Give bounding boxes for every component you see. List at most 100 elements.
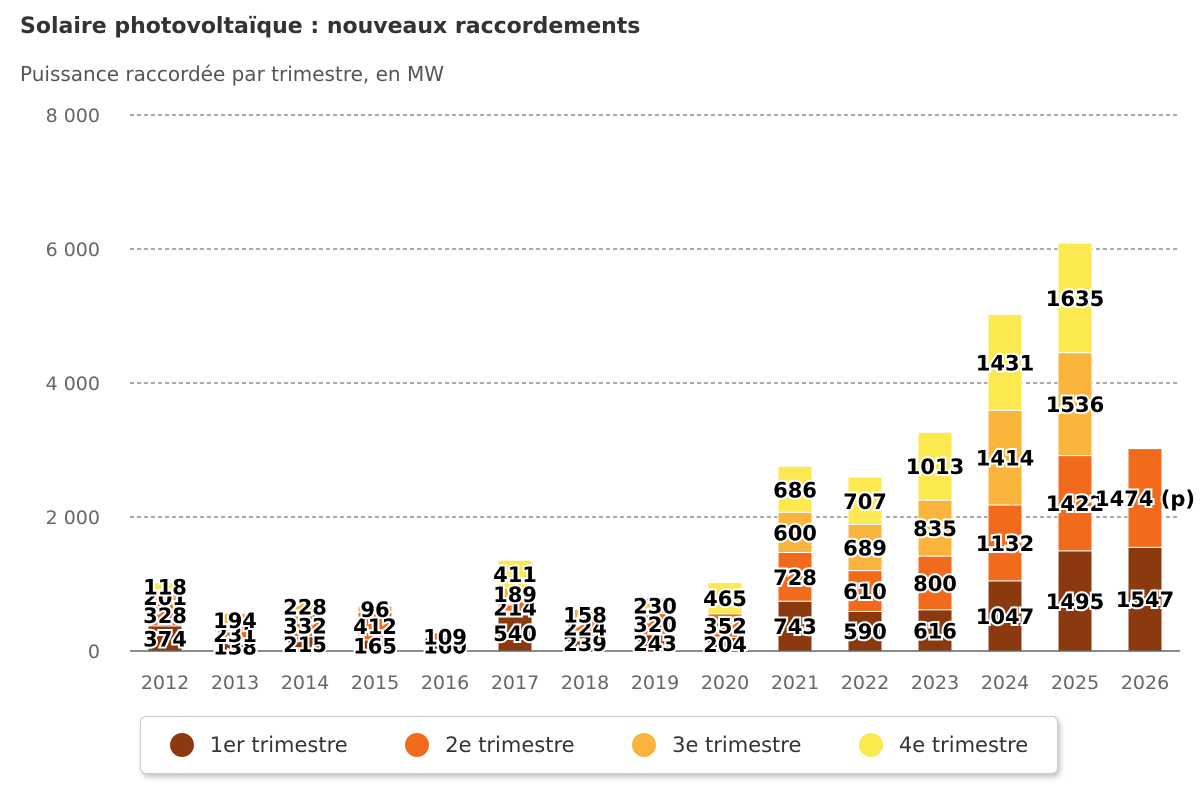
bar-segment [847, 523, 883, 572]
data-label: 1422 [1046, 492, 1104, 516]
bar-segment [637, 597, 673, 614]
y-tick-label: 4 000 [46, 373, 100, 395]
legend-label-q3: 3e trimestre [672, 733, 802, 757]
bar-segment [847, 610, 883, 652]
data-label: 590 [843, 620, 887, 644]
data-label: 328 [143, 604, 187, 628]
data-label: 189 [493, 583, 537, 607]
bar-segment [847, 570, 883, 612]
data-label: 1414 [976, 447, 1034, 471]
bar-segment [357, 611, 393, 641]
x-tick-label: 2020 [701, 672, 749, 694]
data-label: 158 [563, 604, 607, 628]
y-tick-label: 8 000 [46, 105, 100, 127]
legend-marker-q1 [169, 733, 194, 757]
y-tick-label: 2 000 [46, 507, 100, 529]
data-label: 1047 [976, 605, 1034, 629]
bar-segment [287, 598, 323, 615]
data-label: 201 [143, 586, 187, 610]
data-label: 1013 [906, 455, 964, 479]
data-label: 138 [213, 635, 257, 659]
data-label: 600 [773, 521, 817, 545]
data-label: 374 [143, 627, 187, 651]
data-label: 204 [703, 633, 747, 657]
data-label: 96 [360, 598, 389, 622]
data-label: 707 [843, 490, 887, 514]
bar-segment [777, 511, 813, 553]
x-tick-label: 2017 [491, 672, 539, 694]
x-tick-label: 2026 [1121, 672, 1169, 694]
x-tick-label: 2013 [211, 672, 259, 694]
data-label: 224 [563, 616, 607, 640]
bar-segment [777, 551, 813, 602]
bar-segment [1127, 448, 1163, 548]
bar-segment [917, 431, 953, 501]
chart-title: Solaire photovoltaïque : nouveaux raccor… [20, 14, 641, 39]
x-tick-label: 2016 [421, 672, 469, 694]
legend-item-q1[interactable]: 1er trimestre [169, 733, 348, 757]
bar-segment [987, 409, 1023, 506]
data-label: 1635 [1046, 287, 1104, 311]
data-label: 230 [633, 595, 677, 619]
data-label: 214 [493, 597, 537, 621]
data-label: 243 [633, 632, 677, 656]
data-label: 540 [493, 622, 537, 646]
legend-marker-q2 [405, 733, 430, 757]
legend-item-q4[interactable]: 4e trimestre [858, 733, 1029, 757]
data-label: 800 [913, 572, 957, 596]
bar-segment [987, 313, 1023, 411]
bar-segment [357, 605, 393, 613]
bar-segment [987, 504, 1023, 582]
x-tick-label: 2015 [351, 672, 399, 694]
data-label: 412 [353, 615, 397, 639]
bar-segment [567, 608, 603, 621]
x-tick-label: 2018 [561, 672, 609, 694]
data-label: 616 [913, 619, 957, 643]
data-label: 743 [773, 615, 817, 639]
data-label: 109 [423, 626, 467, 650]
data-label: 1132 [976, 532, 1034, 556]
x-tick-label: 2012 [141, 672, 189, 694]
data-label: 231 [213, 623, 257, 647]
bar-segment [707, 582, 743, 615]
data-label: 686 [773, 478, 817, 502]
data-label: 352 [703, 615, 747, 639]
data-label: 1536 [1046, 393, 1104, 417]
data-label: 1495 [1046, 590, 1104, 614]
data-label: 194 [213, 609, 257, 633]
bar-segment [917, 609, 953, 652]
bar-segment [147, 582, 183, 591]
data-label: 215 [283, 633, 327, 657]
data-label: 239 [563, 632, 607, 656]
chart-legend: 1er trimestre 2e trimestre 3e trimestre … [140, 716, 1058, 774]
data-label: 228 [283, 596, 327, 620]
bar-segment [1057, 352, 1093, 457]
legend-marker-q3 [632, 733, 657, 757]
bar-segment [497, 559, 533, 589]
x-tick-label: 2024 [981, 672, 1029, 694]
legend-label-q4: 4e trimestre [898, 733, 1029, 757]
legend-marker-q4 [858, 733, 883, 757]
bar-segment [427, 632, 463, 641]
x-tick-label: 2014 [281, 672, 329, 694]
bar-segment [917, 555, 953, 611]
legend-item-q3[interactable]: 3e trimestre [632, 733, 801, 757]
stacked-bar-chart: 0 2 000 4 000 6 000 8 000 2012 2013 2014 2015 201… [46, 105, 1197, 694]
x-tick-label: 2019 [631, 672, 679, 694]
y-tick-label: 0 [88, 641, 100, 663]
x-tick-label: 2022 [841, 672, 889, 694]
data-label: 1431 [976, 351, 1034, 375]
x-tick-label: 2023 [911, 672, 959, 694]
data-label: 411 [493, 563, 537, 587]
x-tick-label: 2025 [1051, 672, 1099, 694]
legend-item-q2[interactable]: 2e trimestre [405, 733, 575, 757]
data-label: 1547 [1116, 588, 1174, 612]
y-tick-label: 6 000 [46, 239, 100, 261]
bar-segment [1057, 242, 1093, 354]
data-label: 320 [633, 613, 677, 637]
data-label: 118 [143, 576, 187, 600]
data-label: 160 [423, 635, 467, 659]
data-label: 332 [283, 614, 327, 638]
data-label: 689 [843, 537, 887, 561]
data-label: 165 [353, 634, 397, 658]
